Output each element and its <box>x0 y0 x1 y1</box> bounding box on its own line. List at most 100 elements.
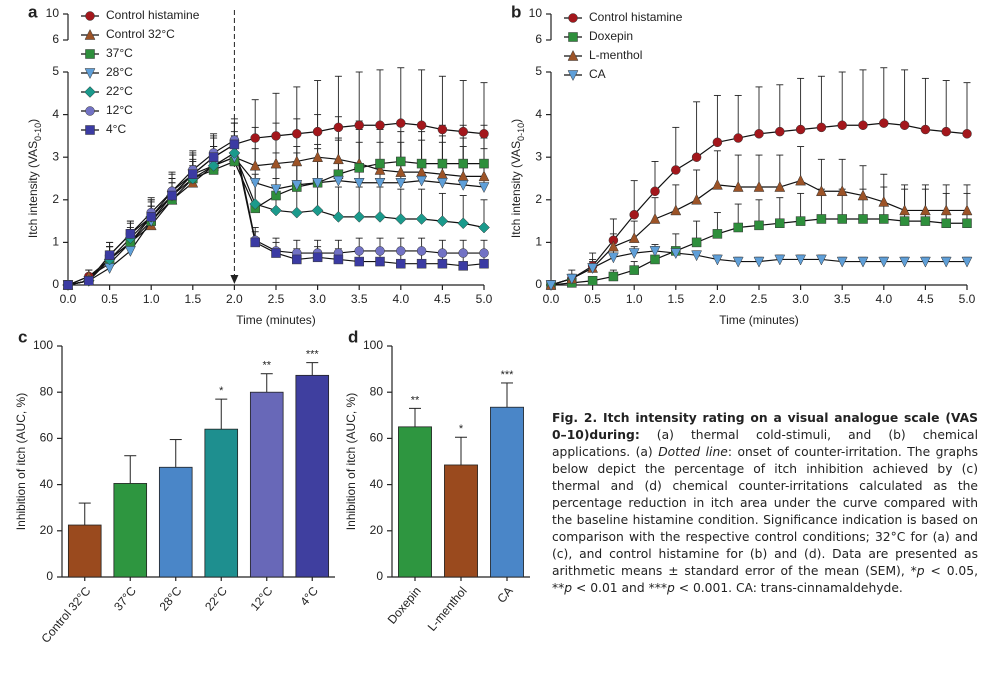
x-axis-label: Time (minutes) <box>719 313 799 327</box>
marker <box>899 204 911 216</box>
significance-label: *** <box>306 349 320 361</box>
legend-marker <box>568 13 578 23</box>
x-tick-label: 4°C <box>297 584 321 609</box>
error-bar <box>755 86 763 134</box>
significance-label: ** <box>411 394 420 406</box>
marker <box>629 209 639 220</box>
marker <box>353 210 366 223</box>
marker <box>396 156 406 167</box>
x-tick-label: 0.0 <box>60 292 77 306</box>
marker <box>753 256 765 268</box>
y-tick-label: 40 <box>40 477 54 491</box>
marker <box>270 184 282 196</box>
marker <box>167 190 177 201</box>
marker <box>837 120 847 130</box>
significance-label: ** <box>262 360 271 372</box>
marker <box>879 214 889 224</box>
marker <box>125 229 136 239</box>
marker <box>479 158 489 169</box>
error-bar <box>314 143 322 183</box>
y-tick-label: 0 <box>52 277 59 291</box>
marker <box>878 195 890 207</box>
marker <box>416 258 427 269</box>
legend-label: Control histamine <box>589 10 683 24</box>
marker <box>333 122 344 133</box>
marker <box>857 256 869 268</box>
y-tick-label: 5 <box>535 64 542 78</box>
marker <box>587 263 599 275</box>
marker <box>691 193 703 205</box>
marker <box>566 273 578 285</box>
marker <box>270 157 282 169</box>
y-tick-label: 2 <box>535 192 542 206</box>
error-bar <box>797 77 805 130</box>
marker <box>375 256 385 267</box>
marker <box>478 221 490 234</box>
marker <box>416 246 427 256</box>
legend-marker <box>84 86 96 98</box>
y-tick-label: 60 <box>370 431 384 445</box>
marker <box>437 158 448 169</box>
marker <box>961 256 973 268</box>
error-bar <box>672 126 680 170</box>
marker <box>436 215 449 227</box>
y-tick-label: 3 <box>52 149 59 163</box>
x-tick-label: 22°C <box>202 584 230 614</box>
marker <box>754 129 764 139</box>
marker <box>249 198 262 210</box>
marker <box>650 186 660 197</box>
marker <box>775 126 785 137</box>
marker <box>919 204 931 216</box>
caption-segment: Dotted line <box>658 445 728 459</box>
legend-label: Control histamine <box>106 8 200 22</box>
error-bar <box>776 84 784 132</box>
y-tick-label: 100 <box>363 338 383 352</box>
error-bar <box>78 502 91 526</box>
marker <box>607 252 619 264</box>
marker <box>311 204 324 217</box>
marker <box>961 204 973 216</box>
marker <box>795 124 806 135</box>
y-axis-label: Inhibition of itch (AUC, %) <box>14 393 28 530</box>
bar <box>113 483 148 578</box>
bar <box>158 466 193 578</box>
caption-segment: p <box>564 581 573 595</box>
significance-label: * <box>459 423 464 435</box>
marker <box>270 204 282 217</box>
y-axis-label-part: Itch intensity (VAS <box>26 141 40 238</box>
marker <box>63 280 73 290</box>
marker <box>271 248 281 258</box>
error-bar <box>838 71 846 126</box>
marker <box>354 246 364 256</box>
bar <box>67 524 102 578</box>
marker <box>394 213 407 225</box>
marker <box>228 147 241 159</box>
marker <box>649 246 661 257</box>
error-bar <box>713 94 721 143</box>
y-tick-label: 1 <box>535 235 542 249</box>
error-bar <box>963 82 971 134</box>
x-tick-label: 2.5 <box>268 292 285 306</box>
marker <box>795 216 806 226</box>
error-bar <box>880 67 888 124</box>
marker <box>312 151 324 162</box>
caption-segment: p <box>916 564 925 578</box>
marker <box>437 248 448 258</box>
marker <box>249 159 261 171</box>
marker <box>878 256 890 268</box>
marker <box>437 124 448 135</box>
x-axis-label: Time (minutes) <box>236 313 316 327</box>
marker <box>629 265 639 275</box>
marker <box>941 218 951 228</box>
error-bar <box>817 75 825 128</box>
marker <box>671 165 681 175</box>
y-tick-label: 6 <box>535 32 542 46</box>
x-tick-label: L-menthol <box>425 584 470 634</box>
marker <box>608 271 619 282</box>
error-bar <box>459 80 467 132</box>
legend-marker <box>85 11 95 21</box>
x-tick-label: Control 32°C <box>39 584 94 646</box>
caption-segment: Fig. 2. Itch intensity rating on a visua… <box>552 411 978 442</box>
legend-marker <box>567 70 579 82</box>
